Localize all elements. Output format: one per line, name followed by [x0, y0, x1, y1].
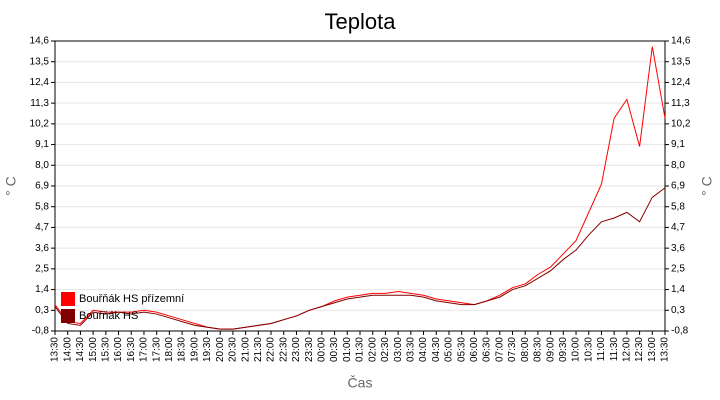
y-tick-label: 13,5 [30, 56, 50, 67]
x-tick-label: 16:00 [113, 337, 124, 362]
x-tick-label: 10:00 [571, 337, 582, 362]
x-tick-label: 16:30 [126, 337, 137, 362]
x-tick-label: 22:00 [266, 337, 277, 362]
y-tick-label: 2,5 [35, 263, 49, 274]
x-tick-label: 12:00 [622, 337, 633, 362]
y2-tick-label: 13,5 [671, 56, 691, 67]
y2-tick-label: 10,2 [671, 118, 691, 129]
y2-tick-label: 3,6 [671, 243, 685, 254]
x-tick-label: 18:30 [177, 337, 188, 362]
x-tick-label: 20:00 [215, 337, 226, 362]
y-tick-label: 14,6 [30, 36, 50, 47]
x-tick-label: 00:00 [317, 337, 328, 362]
x-tick-label: 05:00 [444, 337, 455, 362]
y2-tick-label: 5,8 [671, 201, 685, 212]
y-tick-label: 0,3 [35, 305, 49, 316]
x-tick-label: 21:00 [240, 337, 251, 362]
x-tick-label: 19:30 [202, 337, 213, 362]
y-tick-label: 1,4 [35, 284, 49, 295]
y-tick-label: 11,3 [30, 98, 49, 109]
legend-swatch [61, 292, 75, 306]
x-tick-label: 09:30 [558, 337, 569, 362]
x-tick-label: 05:30 [456, 337, 467, 362]
x-tick-label: 20:30 [228, 337, 239, 362]
x-tick-label: 10:30 [583, 337, 594, 362]
x-tick-label: 11:30 [609, 337, 620, 362]
x-tick-label: 07:00 [494, 337, 505, 362]
y2-tick-label: 8,0 [671, 160, 685, 171]
x-tick-label: 08:00 [520, 337, 531, 362]
y-tick-label: 8,0 [35, 160, 49, 171]
plot-frame [54, 40, 666, 332]
y2-tick-label: 14,6 [671, 36, 691, 47]
x-tick-label: 03:30 [405, 337, 416, 362]
x-tick-label: 22:30 [278, 337, 289, 362]
legend-swatch [61, 309, 75, 323]
x-axis-title: Čas [348, 375, 373, 391]
y2-axis-title: ° C [699, 176, 715, 196]
x-tick-label: 13:30 [50, 337, 61, 362]
series-line [54, 46, 666, 330]
x-tick-label: 21:30 [253, 337, 264, 362]
chart-title: Teplota [325, 9, 397, 34]
x-tick-label: 14:00 [62, 337, 73, 362]
y-tick-label: 6,9 [35, 181, 49, 192]
y-tick-label: 9,1 [35, 139, 49, 150]
y2-tick-label: 9,1 [671, 139, 685, 150]
legend-label: Bouřňák HS přízemní [79, 293, 184, 305]
y2-tick-label: 12,4 [671, 77, 691, 88]
legend-label: Bouřňák HS [79, 310, 138, 322]
x-tick-label: 18:00 [164, 337, 175, 362]
y-tick-label: -0,8 [32, 326, 50, 337]
y-tick-label: 4,7 [35, 222, 49, 233]
y-tick-label: 3,6 [35, 243, 49, 254]
y2-tick-label: -0,8 [671, 326, 689, 337]
y2-tick-label: 6,9 [671, 181, 685, 192]
y2-tick-label: 11,3 [671, 98, 690, 109]
x-tick-label: 02:30 [380, 337, 391, 362]
x-tick-label: 11:00 [596, 337, 607, 362]
x-tick-label: 01:00 [342, 337, 353, 362]
x-tick-label: 06:00 [469, 337, 480, 362]
x-tick-label: 15:30 [100, 337, 111, 362]
x-tick-label: 12:30 [634, 337, 645, 362]
series-line [54, 187, 666, 330]
x-tick-label: 17:00 [139, 337, 150, 362]
y2-tick-label: 0,3 [671, 305, 685, 316]
x-tick-label: 00:30 [329, 337, 340, 362]
x-tick-label: 23:00 [291, 337, 302, 362]
x-tick-label: 17:30 [151, 337, 162, 362]
x-tick-label: 04:00 [418, 337, 429, 362]
y-tick-label: 5,8 [35, 201, 49, 212]
x-tick-label: 06:30 [482, 337, 493, 362]
y-axis-title: ° C [3, 176, 19, 196]
x-tick-label: 13:30 [660, 337, 671, 362]
x-tick-label: 08:30 [533, 337, 544, 362]
x-tick-label: 13:00 [647, 337, 658, 362]
x-tick-label: 19:00 [189, 337, 200, 362]
x-tick-label: 23:30 [304, 337, 315, 362]
x-tick-label: 04:30 [431, 337, 442, 362]
y2-tick-label: 4,7 [671, 222, 685, 233]
x-tick-label: 09:00 [545, 337, 556, 362]
x-tick-label: 15:00 [88, 337, 99, 362]
y-tick-label: 12,4 [30, 77, 50, 88]
x-tick-label: 02:00 [367, 337, 378, 362]
x-tick-label: 01:30 [355, 337, 366, 362]
x-tick-label: 03:00 [393, 337, 404, 362]
x-tick-label: 07:30 [507, 337, 518, 362]
y2-tick-label: 1,4 [671, 284, 685, 295]
y2-tick-label: 2,5 [671, 263, 685, 274]
x-tick-label: 14:30 [75, 337, 86, 362]
y-tick-label: 10,2 [30, 118, 50, 129]
